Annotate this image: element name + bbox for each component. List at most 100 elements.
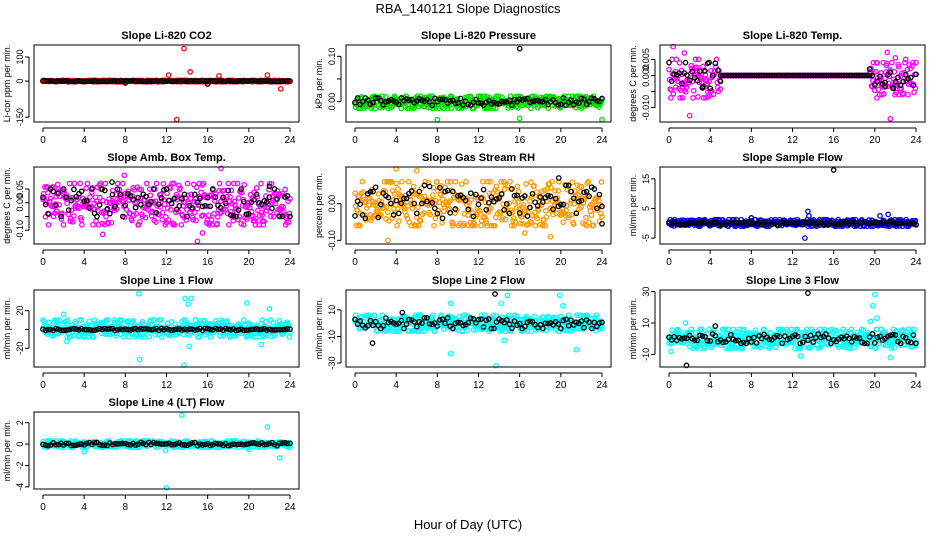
- data-point-hourly: [910, 82, 917, 89]
- data-point-all: [539, 222, 546, 229]
- data-point-all: [386, 324, 392, 331]
- data-point-all: [383, 204, 390, 210]
- outlier-point-all: [243, 300, 250, 306]
- data-point-all: [354, 207, 361, 214]
- data-point-hourly: [892, 220, 899, 226]
- data-point-hourly: [861, 72, 868, 79]
- data-point-all: [465, 212, 471, 218]
- data-point-all: [913, 59, 919, 66]
- data-point-all: [77, 180, 83, 187]
- data-point-hourly: [163, 186, 170, 192]
- data-point-hourly: [65, 326, 72, 333]
- x-tick-label: 16: [514, 135, 526, 146]
- data-point-hourly: [805, 72, 811, 79]
- data-point-hourly: [171, 326, 178, 333]
- x-tick-label: 20: [555, 135, 567, 146]
- data-point-hourly: [498, 191, 505, 197]
- data-point-hourly: [78, 188, 85, 195]
- data-point-hourly: [370, 322, 376, 329]
- data-point-hourly: [245, 211, 252, 217]
- data-point-hourly: [532, 199, 538, 206]
- data-point-all: [470, 327, 477, 333]
- panel-title: Slope Gas Stream RH: [422, 152, 535, 164]
- x-tick-label: 20: [869, 135, 881, 146]
- data-point-all: [125, 188, 132, 195]
- data-point-all: [767, 329, 774, 336]
- data-point-all: [688, 65, 695, 72]
- data-point-hourly: [114, 78, 121, 85]
- data-point-hourly: [390, 212, 397, 218]
- x-tick-label: 0: [40, 135, 46, 146]
- data-point-all: [520, 202, 527, 208]
- data-point-hourly: [63, 194, 70, 201]
- data-point-hourly: [145, 78, 152, 85]
- data-point-hourly: [271, 186, 278, 192]
- x-tick-label: 8: [749, 135, 755, 146]
- data-point-hourly: [444, 315, 451, 321]
- data-point-hourly: [799, 72, 806, 79]
- data-point-hourly: [248, 326, 255, 333]
- data-point-all: [40, 196, 46, 203]
- data-point-hourly: [58, 327, 64, 334]
- data-point-all: [190, 216, 196, 223]
- data-point-hourly: [725, 72, 732, 79]
- data-point-all: [464, 327, 471, 333]
- data-point-all: [700, 95, 707, 101]
- data-point-hourly: [89, 186, 95, 192]
- data-point-all: [235, 195, 242, 201]
- outlier-point-all: [258, 341, 265, 348]
- data-point-hourly: [697, 68, 703, 75]
- data-point-all: [873, 344, 879, 351]
- y-tick-label: -10: [327, 330, 337, 343]
- data-point-all: [188, 191, 195, 198]
- data-point-hourly: [243, 78, 250, 85]
- outlier-point-hourly: [830, 167, 837, 173]
- x-tick-label: 0: [666, 135, 672, 146]
- data-point-all: [898, 85, 905, 92]
- data-point-hourly: [668, 78, 675, 85]
- data-point-hourly: [537, 98, 544, 105]
- data-point-hourly: [395, 210, 402, 217]
- data-point-all: [41, 318, 48, 325]
- data-point-hourly: [194, 199, 201, 206]
- data-point-all: [111, 319, 118, 326]
- data-point-hourly: [153, 78, 160, 84]
- y-tick-label: -20: [15, 342, 25, 355]
- data-point-hourly: [194, 78, 201, 84]
- outlier-point-all: [277, 85, 284, 92]
- y-tick-label: 100: [15, 50, 25, 65]
- data-point-hourly: [496, 195, 502, 201]
- data-point-hourly: [58, 78, 64, 85]
- data-point-hourly: [671, 71, 677, 77]
- data-point-hourly: [781, 72, 788, 79]
- data-point-all: [739, 345, 746, 351]
- data-point-all: [578, 183, 585, 190]
- data-point-hourly: [263, 77, 270, 84]
- data-point-hourly: [266, 78, 273, 84]
- data-point-all: [226, 221, 232, 228]
- data-point-hourly: [787, 72, 793, 79]
- data-point-all: [761, 326, 767, 333]
- data-point-hourly: [447, 98, 454, 104]
- data-point-hourly: [227, 78, 234, 84]
- data-point-all: [258, 180, 264, 187]
- data-point-all: [417, 217, 424, 224]
- outlier-point-all: [199, 230, 206, 236]
- data-point-hourly: [784, 221, 791, 227]
- data-point-hourly: [563, 182, 569, 189]
- data-point-hourly: [212, 325, 219, 332]
- data-point-hourly: [266, 326, 273, 333]
- data-point-all: [143, 180, 150, 187]
- data-point-hourly: [534, 202, 541, 209]
- data-point-hourly: [527, 318, 533, 325]
- data-point-all: [125, 334, 132, 340]
- data-point-hourly: [148, 327, 154, 333]
- data-point-all: [360, 189, 366, 195]
- data-point-all: [395, 218, 402, 224]
- data-point-all: [752, 327, 759, 333]
- data-point-all: [694, 69, 701, 75]
- data-point-hourly: [771, 72, 778, 79]
- data-point-hourly: [578, 197, 585, 204]
